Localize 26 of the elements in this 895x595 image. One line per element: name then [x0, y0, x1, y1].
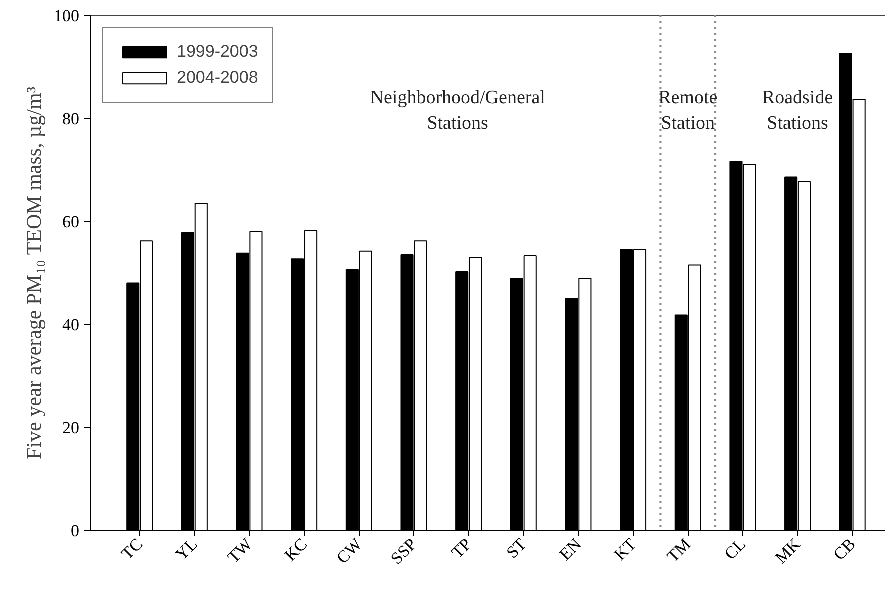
x-tick-label: YL — [172, 534, 202, 564]
x-tick-label: TW — [224, 534, 257, 567]
x-tick-label: KT — [610, 534, 640, 564]
legend-label: 1999-2003 — [177, 42, 258, 62]
x-tick-label: MK — [772, 534, 805, 568]
x-tick-label: TM — [663, 534, 695, 566]
y-tick-label: 60 — [62, 212, 80, 232]
y-tick-label: 100 — [54, 6, 80, 26]
y-tick-label: 20 — [62, 418, 80, 438]
x-tick-label: CW — [333, 534, 367, 568]
x-tick-label: CB — [830, 534, 860, 564]
y-tick-label: 40 — [62, 316, 80, 334]
x-tick-label: SSP — [387, 534, 421, 568]
y-tick-label: 0 — [71, 522, 80, 540]
x-tick-label: TP — [448, 534, 476, 562]
x-tick-label: CL — [720, 534, 750, 564]
y-tick-label: 80 — [62, 110, 80, 128]
legend-label: 2004-2008 — [177, 68, 258, 88]
x-tick-label: ST — [502, 534, 531, 562]
annotation: Roadside Stations — [762, 88, 834, 134]
x-tick-label: TC — [118, 534, 147, 564]
x-tick-label: KC — [280, 534, 312, 565]
annotation: Neighborhood/General Stations — [370, 88, 546, 134]
x-tick-label: EN — [556, 534, 586, 564]
y-axis-title: Five year average PM₁₀ TEOM mass, µg/m³ — [22, 86, 46, 460]
annotation: Remote Station — [658, 88, 718, 134]
